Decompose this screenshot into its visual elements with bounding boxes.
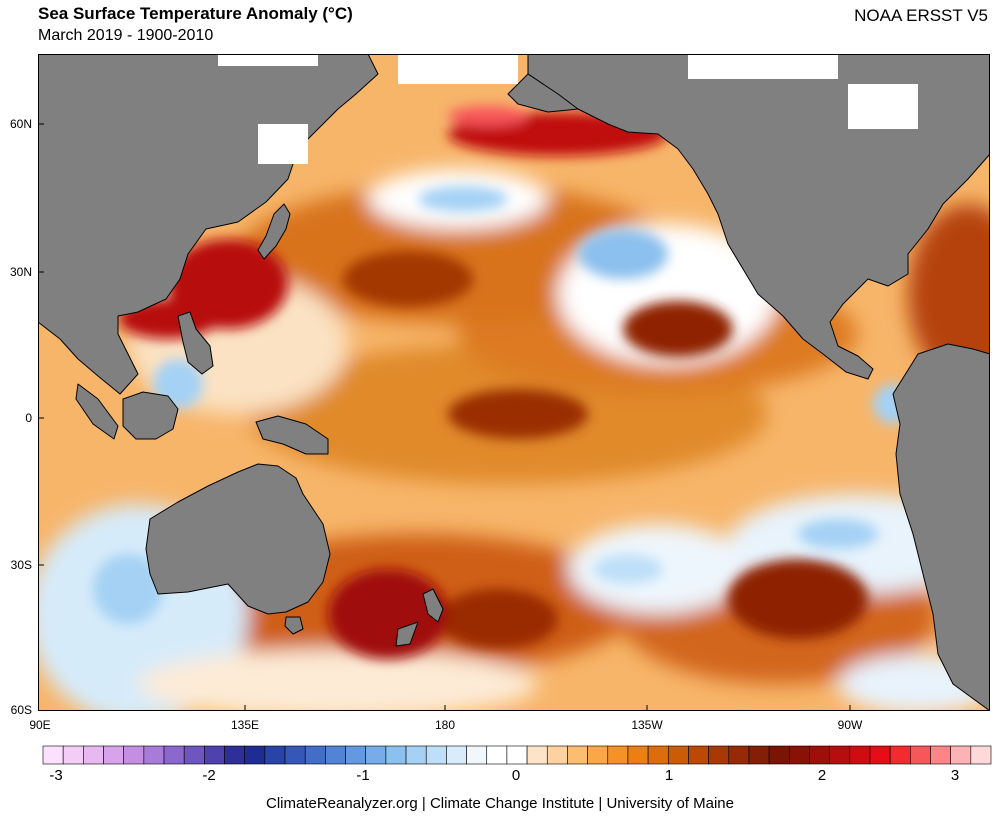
colorbar-swatch <box>567 745 588 765</box>
colorbar-swatch <box>466 745 488 765</box>
colorbar-swatch <box>768 745 790 765</box>
lon-label-180: 180 <box>434 718 456 732</box>
colorbar-label-neg2: -2 <box>202 767 216 784</box>
colorbar <box>42 745 992 765</box>
dataset-label: NOAA ERSST V5 <box>854 6 988 25</box>
lat-label-60n: 60N <box>9 117 32 131</box>
colorbar-label-3: 3 <box>950 767 960 784</box>
colorbar-swatch <box>970 745 992 765</box>
chart-subtitle: March 2019 - 1900-2010 <box>38 27 214 44</box>
lat-label-60s: 60S <box>10 703 32 717</box>
chart-title: Sea Surface Temperature Anomaly (°C) <box>38 4 353 23</box>
colorbar-swatch <box>62 745 84 765</box>
colorbar-swatch <box>123 745 145 765</box>
colorbar-swatch <box>829 745 851 765</box>
colorbar-swatch <box>869 745 891 765</box>
colorbar-swatch <box>284 745 306 765</box>
colorbar-swatch <box>647 745 669 765</box>
colorbar-label-2: 2 <box>817 767 827 784</box>
colorbar-swatch <box>546 745 568 765</box>
colorbar-swatch <box>748 745 770 765</box>
colorbar-swatch <box>304 745 326 765</box>
lon-label-135e: 135E <box>230 718 260 732</box>
colorbar-swatch <box>425 745 447 765</box>
colorbar-swatch <box>143 745 165 765</box>
colorbar-swatch <box>506 745 528 765</box>
colorbar-swatch <box>607 745 629 765</box>
sst-anomaly-map <box>38 54 990 711</box>
colorbar-swatch <box>83 745 104 765</box>
colorbar-swatch <box>103 745 124 765</box>
colorbar-swatch <box>325 745 346 765</box>
credit-line: ClimateReanalyzer.org | Climate Change I… <box>266 795 734 812</box>
colorbar-swatch <box>708 745 730 765</box>
colorbar-swatch <box>526 745 548 765</box>
colorbar-swatch <box>889 745 911 765</box>
colorbar-swatch <box>930 745 951 765</box>
colorbar-swatch <box>365 745 387 765</box>
colorbar-label-neg1: -1 <box>356 767 370 784</box>
colorbar-swatch <box>42 745 64 765</box>
colorbar-swatch <box>405 745 427 765</box>
colorbar-label-0: 0 <box>511 767 521 784</box>
colorbar-swatch <box>244 745 266 765</box>
colorbar-swatch <box>385 745 407 765</box>
colorbar-swatch <box>849 745 871 765</box>
lon-label-90w: 90W <box>837 718 863 732</box>
lon-label-135w: 135W <box>631 718 663 732</box>
colorbar-swatch <box>809 745 830 765</box>
colorbar-swatch <box>627 745 649 765</box>
colorbar-swatch <box>688 745 709 765</box>
colorbar-swatch <box>204 745 225 765</box>
lon-label-90e: 90E <box>29 718 51 732</box>
lat-label-30s: 30S <box>10 558 32 572</box>
colorbar-label-neg3: -3 <box>49 767 63 784</box>
colorbar-swatch <box>667 745 689 765</box>
colorbar-swatch <box>446 745 467 765</box>
colorbar-swatch <box>950 745 972 765</box>
colorbar-swatch <box>264 745 286 765</box>
colorbar-swatch <box>788 745 810 765</box>
lat-label-30n: 30N <box>9 265 32 279</box>
lat-label-0: 0 <box>25 411 32 425</box>
colorbar-swatch <box>728 745 750 765</box>
colorbar-swatch <box>910 745 931 765</box>
colorbar-swatch <box>224 745 245 765</box>
colorbar-swatch <box>587 745 609 765</box>
colorbar-label-1: 1 <box>664 767 674 784</box>
colorbar-swatch <box>163 745 185 765</box>
colorbar-swatch <box>183 745 205 765</box>
colorbar-swatch <box>345 745 367 765</box>
colorbar-swatch <box>486 745 508 765</box>
